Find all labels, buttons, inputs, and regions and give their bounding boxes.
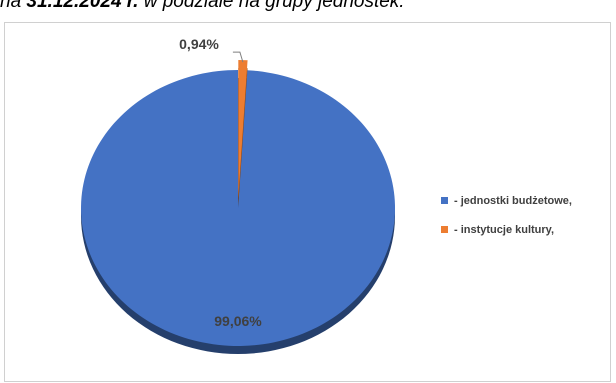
pie-slice-group xyxy=(238,60,248,206)
leader-line xyxy=(232,51,244,63)
legend-item: - jednostki budżetowe, xyxy=(441,193,572,208)
heading-prefix: na xyxy=(0,0,27,12)
pie-chart: 0,94% 99,06% xyxy=(81,36,396,354)
pie-slice xyxy=(81,70,396,346)
legend-swatch xyxy=(441,226,448,233)
data-label: 99,06% xyxy=(214,313,262,329)
legend-item: - instytucje kultury, xyxy=(441,222,572,237)
heading-suffix: w podziale na grupy jednostek: xyxy=(138,0,405,12)
legend-label: - instytucje kultury, xyxy=(454,223,555,236)
pie-slice xyxy=(238,60,248,198)
chart-area: 0,94% 99,06% - jednostki budżetowe, - ins… xyxy=(4,22,611,382)
legend-label: - jednostki budżetowe, xyxy=(454,194,572,207)
chart-heading: na 31.12.2024 r. w podziale na grupy jed… xyxy=(0,0,616,13)
heading-date: 31.12.2024 r. xyxy=(26,0,139,12)
data-label: 0,94% xyxy=(179,36,219,52)
chart-legend: - jednostki budżetowe, - instytucje kult… xyxy=(441,193,572,251)
legend-swatch xyxy=(441,197,448,204)
